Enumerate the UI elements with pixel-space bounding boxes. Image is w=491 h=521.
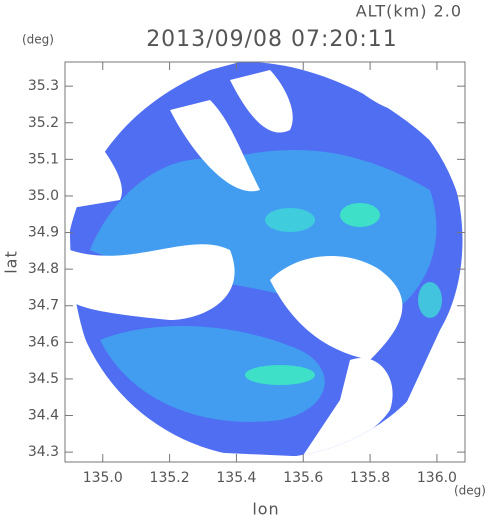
x-tick-label: 135.0 xyxy=(83,470,123,486)
radar-echo xyxy=(68,60,463,458)
y-tick-label: 35.2 xyxy=(28,115,59,131)
x-tick-label: 136.0 xyxy=(417,470,457,486)
y-tick-label: 35.0 xyxy=(28,188,59,204)
y-axis-label: lat xyxy=(2,250,21,274)
y-tick-label: 34.3 xyxy=(28,444,59,460)
y-tick-label: 34.9 xyxy=(28,225,59,241)
x-tick-label: 135.8 xyxy=(350,470,390,486)
y-tick-label: 34.5 xyxy=(28,371,59,387)
y-tick-label: 35.1 xyxy=(28,151,59,167)
y-tick-label: 35.3 xyxy=(28,78,59,94)
plot-frame xyxy=(64,61,466,463)
y-tick-label: 34.8 xyxy=(28,261,59,277)
x-unit: (deg) xyxy=(454,484,486,498)
x-tick-label: 135.6 xyxy=(283,470,323,486)
altitude-label: ALT(km) 2.0 xyxy=(356,2,462,21)
y-unit: (deg) xyxy=(22,33,54,47)
x-tick-label: 135.2 xyxy=(150,470,190,486)
x-axis-label: lon xyxy=(252,500,279,519)
chart-title: 2013/09/08 07:20:11 xyxy=(146,27,398,52)
y-tick-label: 34.4 xyxy=(28,408,59,424)
y-tick-label: 34.7 xyxy=(28,298,59,314)
y-tick-label: 34.6 xyxy=(28,334,59,350)
x-tick-label: 135.4 xyxy=(216,470,256,486)
